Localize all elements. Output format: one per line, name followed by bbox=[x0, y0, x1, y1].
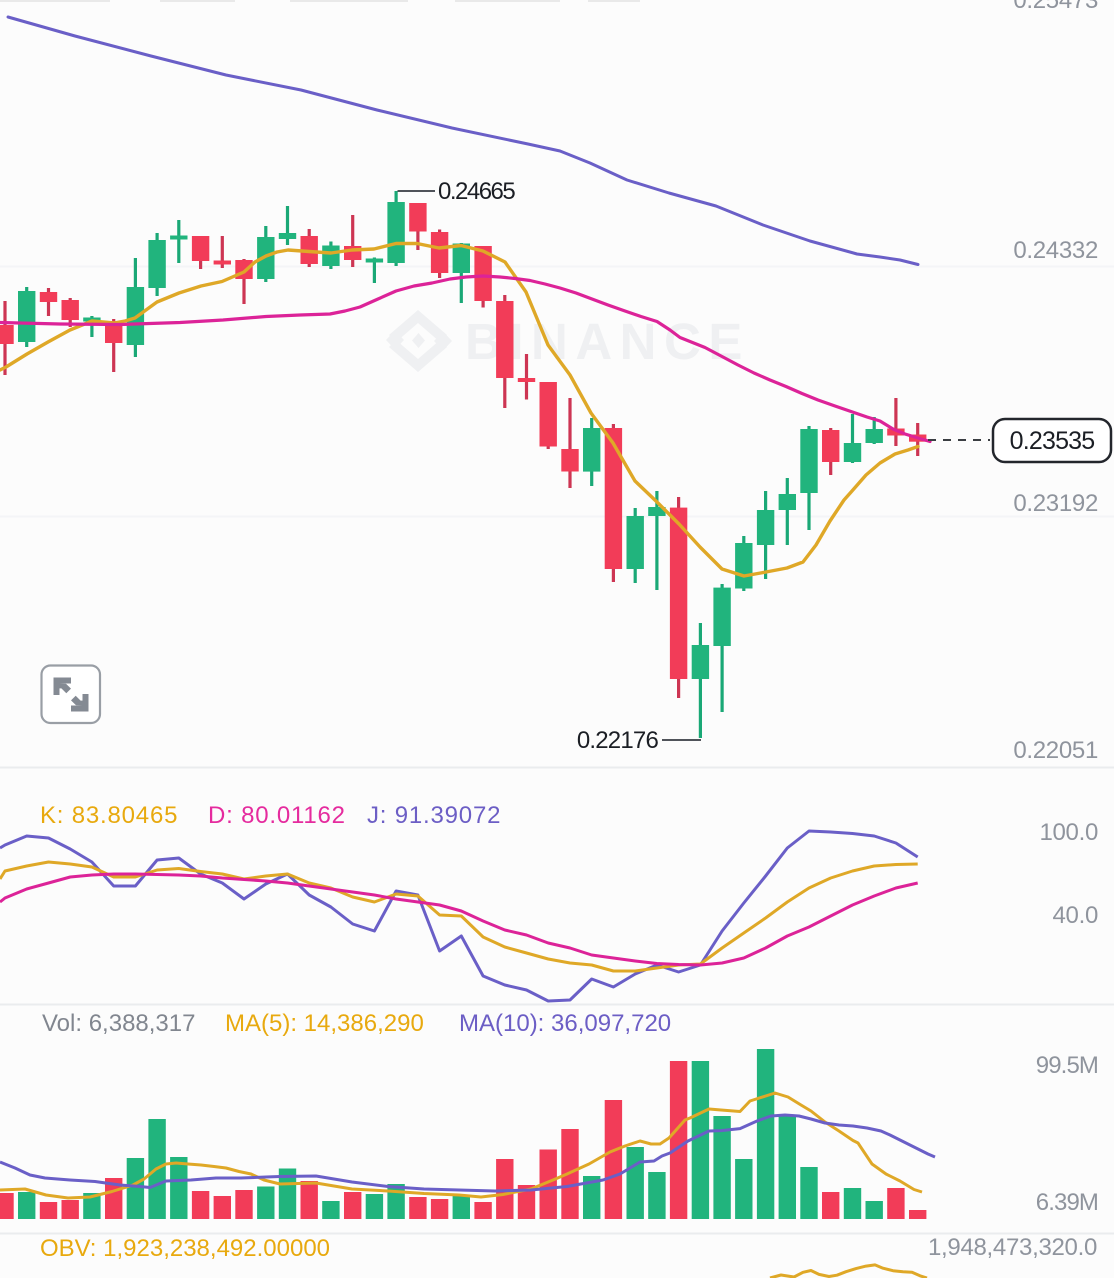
svg-text:99.5M: 99.5M bbox=[1036, 1052, 1098, 1079]
svg-text:40.0: 40.0 bbox=[1052, 902, 1098, 929]
svg-text:Vol: 6,388,317: Vol: 6,388,317 bbox=[42, 1010, 195, 1037]
svg-text:6.39M: 6.39M bbox=[1036, 1189, 1098, 1216]
svg-text:0.25473: 0.25473 bbox=[1013, 0, 1098, 14]
svg-text:0.22176: 0.22176 bbox=[577, 727, 659, 754]
svg-text:J: 91.39072: J: 91.39072 bbox=[367, 802, 501, 829]
svg-text:0.24665: 0.24665 bbox=[438, 178, 515, 205]
svg-text:0.23535: 0.23535 bbox=[1010, 427, 1095, 455]
svg-text:MA(10): 36,097,720: MA(10): 36,097,720 bbox=[459, 1010, 671, 1037]
svg-text:0.22051: 0.22051 bbox=[1013, 737, 1098, 764]
svg-text:MA(5): 14,386,290: MA(5): 14,386,290 bbox=[225, 1010, 424, 1037]
svg-text:0.23192: 0.23192 bbox=[1013, 490, 1098, 517]
svg-text:K: 83.80465: K: 83.80465 bbox=[40, 802, 178, 829]
svg-text:D: 80.01162: D: 80.01162 bbox=[208, 802, 346, 829]
svg-text:1,948,473,320.0: 1,948,473,320.0 bbox=[928, 1234, 1097, 1261]
svg-text:100.0: 100.0 bbox=[1039, 819, 1098, 846]
svg-text:OBV: 1,923,238,492.00000: OBV: 1,923,238,492.00000 bbox=[40, 1235, 330, 1262]
svg-text:0.24332: 0.24332 bbox=[1013, 237, 1098, 264]
